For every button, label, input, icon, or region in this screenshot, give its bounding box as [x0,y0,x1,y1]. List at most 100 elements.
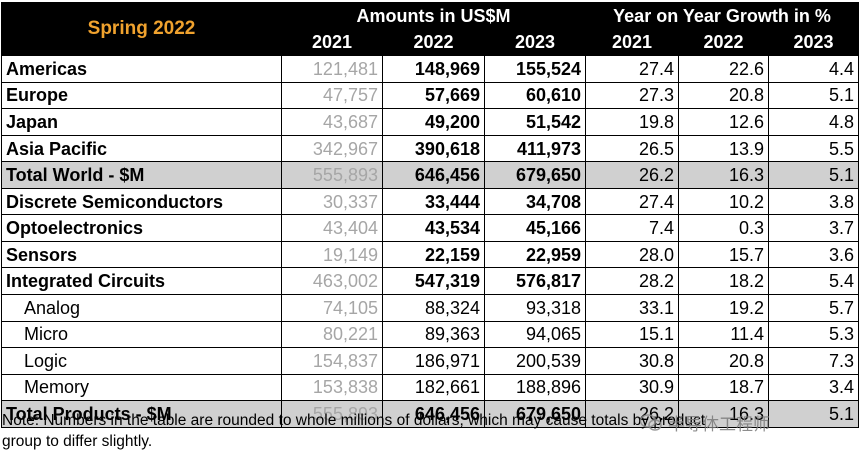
growth-2022-cell: 18.7 [678,373,770,402]
growth-2023-cell: 5.1 [768,161,860,189]
growth-2021-cell: 26.2 [585,161,680,189]
amount-2023-cell: 576,817 [483,267,587,296]
growth-2022-cell: 20.8 [678,347,770,375]
amount-2022-cell: 22,159 [382,240,485,269]
row-label: Japan [1,108,282,136]
amount-2022-cell: 186,971 [382,347,485,375]
watermark: 半导体工程师 [639,410,770,435]
row-label: Discrete Semiconductors [1,187,282,216]
amount-2021-cell: 463,002 [281,267,383,296]
table-row: Europe 47,757 57,669 60,610 27.3 20.8 5.1 [1,81,860,110]
year-header: 2023 [483,28,587,57]
amounts-header: Amounts in US$M [280,2,587,30]
growth-2023-cell: 3.8 [768,187,860,216]
wechat-icon [639,413,662,432]
table-row: Discrete Semiconductors 30,337 33,444 34,70… [1,187,860,216]
table-row: Total Products - $M 555,893 646,456 679,650… [1,400,860,428]
amount-2023-cell: 188,896 [483,373,587,402]
row-label: Asia Pacific [1,134,282,163]
growth-2023-cell: 7.3 [768,347,860,375]
growth-2022-cell: 13.9 [678,134,770,163]
table-body: Americas 121,481 148,969 155,524 27.4 22.6 4.4… [1,55,860,428]
growth-2022-cell: 22.6 [678,55,770,83]
amount-2021-cell: 43,404 [281,214,383,242]
growth-2021-cell: 7.4 [585,214,680,242]
amount-2023-cell: 34,708 [483,187,587,216]
growth-2023-cell: 5.1 [768,400,860,428]
growth-2023-cell: 5.4 [768,267,860,296]
amount-2021-cell: 154,837 [281,347,383,375]
year-header: 2022 [678,28,770,57]
amount-2021-cell: 74,105 [281,294,383,322]
growth-2022-cell: 0.3 [678,214,770,242]
growth-2021-cell: 26.2 [585,400,680,428]
growth-2022-cell: 12.6 [678,108,770,136]
growth-2021-cell: 15.1 [585,320,680,349]
amount-2021-cell: 342,967 [281,134,383,163]
amount-2021-cell: 555,893 [281,161,383,189]
growth-2021-cell: 33.1 [585,294,680,322]
amount-2023-cell: 679,650 [483,400,587,428]
growth-2021-cell: 26.5 [585,134,680,163]
watermark-text: 半导体工程师 [668,415,770,434]
season-label: Spring 2022 [1,1,282,57]
growth-2023-cell: 4.8 [768,108,860,136]
amount-2023-cell: 200,539 [483,347,587,375]
amount-2021-cell: 19,149 [281,240,383,269]
row-label: Analog [1,294,282,322]
growth-2021-cell: 27.4 [585,55,680,83]
amount-2023-cell: 94,065 [483,320,587,349]
row-label: Integrated Circuits [1,267,282,296]
amount-2021-cell: 153,838 [281,373,383,402]
table-row: Americas 121,481 148,969 155,524 27.4 22.6 4.4 [1,55,860,83]
amount-2022-cell: 43,534 [382,214,485,242]
amount-2022-cell: 49,200 [382,108,485,136]
growth-2023-cell: 3.6 [768,240,860,269]
growth-2021-cell: 27.4 [585,187,680,216]
data-table: Spring 2022 Amounts in US$M Year on Year… [1,1,860,428]
amount-2022-cell: 33,444 [382,187,485,216]
row-label: Total World - $M [1,161,282,189]
amount-2022-cell: 646,456 [382,161,485,189]
table-row: Japan 43,687 49,200 51,542 19.8 12.6 4.8 [1,108,860,136]
growth-2022-cell: 15.7 [678,240,770,269]
year-header: 2023 [768,28,860,57]
table-row: Analog 74,105 88,324 93,318 33.1 19.2 5.7 [1,294,860,322]
growth-2022-cell: 16.3 [678,400,770,428]
amount-2022-cell: 88,324 [382,294,485,322]
growth-2022-cell: 16.3 [678,161,770,189]
row-label: Total Products - $M [1,400,282,428]
amount-2022-cell: 646,456 [382,400,485,428]
years-row: 2021 2022 2023 2021 2022 2023 [2,28,860,57]
year-header: 2022 [382,28,485,57]
amount-2021-cell: 121,481 [281,55,383,83]
growth-2023-cell: 3.7 [768,214,860,242]
growth-2022-cell: 18.2 [678,267,770,296]
growth-2023-cell: 5.5 [768,134,860,163]
footnote: Note: Numbers in the table are rounded t… [2,412,706,450]
amount-2022-cell: 547,319 [382,267,485,296]
table-row: Optoelectronics 43,404 43,534 45,166 7.4 0.3 3… [1,214,860,242]
growth-header: Year on Year Growth in % [585,2,860,30]
growth-2021-cell: 28.2 [585,267,680,296]
growth-2023-cell: 4.4 [768,55,860,83]
header-row: Spring 2022 Amounts in US$M Year on Year… [1,1,860,57]
amount-2022-cell: 182,661 [382,373,485,402]
growth-2022-cell: 10.2 [678,187,770,216]
growth-2021-cell: 19.8 [585,108,680,136]
growth-2021-cell: 30.8 [585,347,680,375]
amount-2023-cell: 45,166 [483,214,587,242]
growth-2022-cell: 19.2 [678,294,770,322]
growth-2023-cell: 5.3 [768,320,860,349]
row-label: Americas [1,55,282,83]
year-header: 2021 [281,28,383,57]
growth-2023-cell: 5.7 [768,294,860,322]
row-label: Optoelectronics [1,214,282,242]
amount-2021-cell: 43,687 [281,108,383,136]
amount-2021-cell: 80,221 [281,320,383,349]
table-row: Micro 80,221 89,363 94,065 15.1 11.4 5.3 [1,320,860,349]
amount-2023-cell: 155,524 [483,55,587,83]
growth-2021-cell: 28.0 [585,240,680,269]
growth-2023-cell: 5.1 [768,81,860,110]
amount-2021-cell: 555,893 [281,400,383,428]
